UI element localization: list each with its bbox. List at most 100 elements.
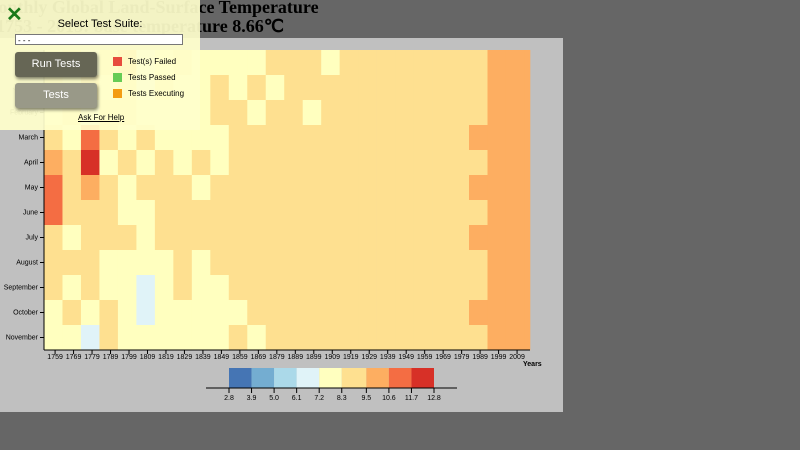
- heat-cell: [44, 275, 63, 301]
- heat-cell: [62, 300, 82, 326]
- heat-cell: [302, 75, 322, 101]
- heat-cell: [62, 275, 82, 301]
- heat-cell: [505, 325, 525, 351]
- heat-cell: [173, 150, 193, 176]
- heat-cell: [376, 50, 396, 76]
- heat-cell: [358, 225, 377, 251]
- heat-cell: [80, 275, 100, 301]
- heat-cell: [358, 200, 377, 226]
- legend-tick-label: 12.8: [427, 395, 441, 402]
- heat-cell: [524, 225, 531, 251]
- x-tick-label: 1919: [343, 354, 359, 361]
- heat-cell: [450, 50, 470, 76]
- heat-cell: [284, 75, 304, 101]
- heat-cell: [469, 75, 488, 101]
- suite-select[interactable]: - - -: [15, 34, 183, 45]
- heat-cell: [80, 200, 100, 226]
- heat-cell: [99, 325, 119, 351]
- legend-tick-label: 10.6: [382, 395, 396, 402]
- help-link[interactable]: Ask For Help: [78, 113, 125, 122]
- x-tick-label: 1859: [232, 354, 248, 361]
- heat-cell: [136, 325, 156, 351]
- heat-cell: [487, 75, 507, 101]
- heat-cell: [487, 300, 507, 326]
- heat-cell: [154, 325, 174, 351]
- heat-cell: [302, 125, 322, 151]
- heat-cell: [247, 200, 267, 226]
- heat-cell: [505, 300, 525, 326]
- heat-cell: [358, 175, 377, 201]
- suite-label: Select Test Suite:: [57, 18, 143, 30]
- heat-cell: [358, 300, 377, 326]
- heat-cell: [284, 200, 304, 226]
- heat-cell: [376, 150, 396, 176]
- legend-swatch: [366, 368, 389, 388]
- close-button[interactable]: ✕: [6, 4, 23, 26]
- heat-cell: [302, 150, 322, 176]
- heat-cell: [117, 150, 137, 176]
- x-tick-label: 1769: [66, 354, 82, 361]
- heat-cell: [413, 100, 433, 126]
- heat-cell: [395, 300, 414, 326]
- tests-button[interactable]: Tests: [15, 83, 97, 108]
- heat-cell: [524, 125, 531, 151]
- heat-cell: [321, 275, 340, 301]
- heat-cell: [99, 175, 119, 201]
- heat-cell: [524, 325, 531, 351]
- heat-cell: [376, 225, 396, 251]
- x-axis-label: Years: [523, 361, 542, 368]
- heat-cell: [432, 250, 451, 276]
- heat-cell: [487, 50, 507, 76]
- legend-tick-label: 9.5: [361, 395, 371, 402]
- heat-cell: [505, 175, 525, 201]
- heat-cell: [210, 75, 230, 101]
- heat-cell: [395, 150, 414, 176]
- heat-cell: [228, 175, 248, 201]
- heat-cell: [450, 175, 470, 201]
- heat-cell: [321, 300, 340, 326]
- heat-cell: [524, 50, 531, 76]
- heat-cell: [487, 275, 507, 301]
- heat-cell: [154, 225, 174, 251]
- heat-cell: [395, 250, 414, 276]
- run-tests-button[interactable]: Run Tests: [15, 52, 97, 77]
- heat-cell: [228, 225, 248, 251]
- heat-cell: [191, 300, 211, 326]
- heat-cell: [524, 100, 531, 126]
- x-tick-label: 1819: [158, 354, 174, 361]
- heat-cell: [44, 325, 63, 351]
- heat-cell: [247, 325, 267, 351]
- heat-cell: [339, 150, 359, 176]
- x-tick-label: 1929: [361, 354, 377, 361]
- heat-cell: [228, 300, 248, 326]
- heat-cell: [210, 100, 230, 126]
- heat-cell: [469, 200, 488, 226]
- heat-cell: [191, 150, 211, 176]
- heat-cell: [265, 125, 285, 151]
- heat-cell: [469, 150, 488, 176]
- heat-cell: [395, 325, 414, 351]
- x-tick-label: 1899: [306, 354, 322, 361]
- heat-cell: [44, 250, 63, 276]
- heat-cell: [302, 300, 322, 326]
- heat-cell: [265, 225, 285, 251]
- heat-cell: [247, 50, 267, 76]
- heat-cell: [321, 175, 340, 201]
- legend-swatch: [296, 368, 320, 388]
- heat-cell: [505, 100, 525, 126]
- heat-cell: [302, 100, 322, 126]
- status-text: Tests Executing: [128, 89, 185, 98]
- heat-cell: [154, 250, 174, 276]
- heat-cell: [284, 275, 304, 301]
- heat-cell: [44, 175, 63, 201]
- heat-cell: [173, 250, 193, 276]
- legend-swatch: [251, 368, 275, 388]
- heat-cell: [505, 125, 525, 151]
- heat-cell: [321, 125, 340, 151]
- legend-tick-label: 8.3: [337, 395, 347, 402]
- x-tick-label: 1809: [140, 354, 156, 361]
- heat-cell: [450, 325, 470, 351]
- heat-cell: [80, 175, 100, 201]
- heat-cell: [450, 75, 470, 101]
- heat-cell: [247, 225, 267, 251]
